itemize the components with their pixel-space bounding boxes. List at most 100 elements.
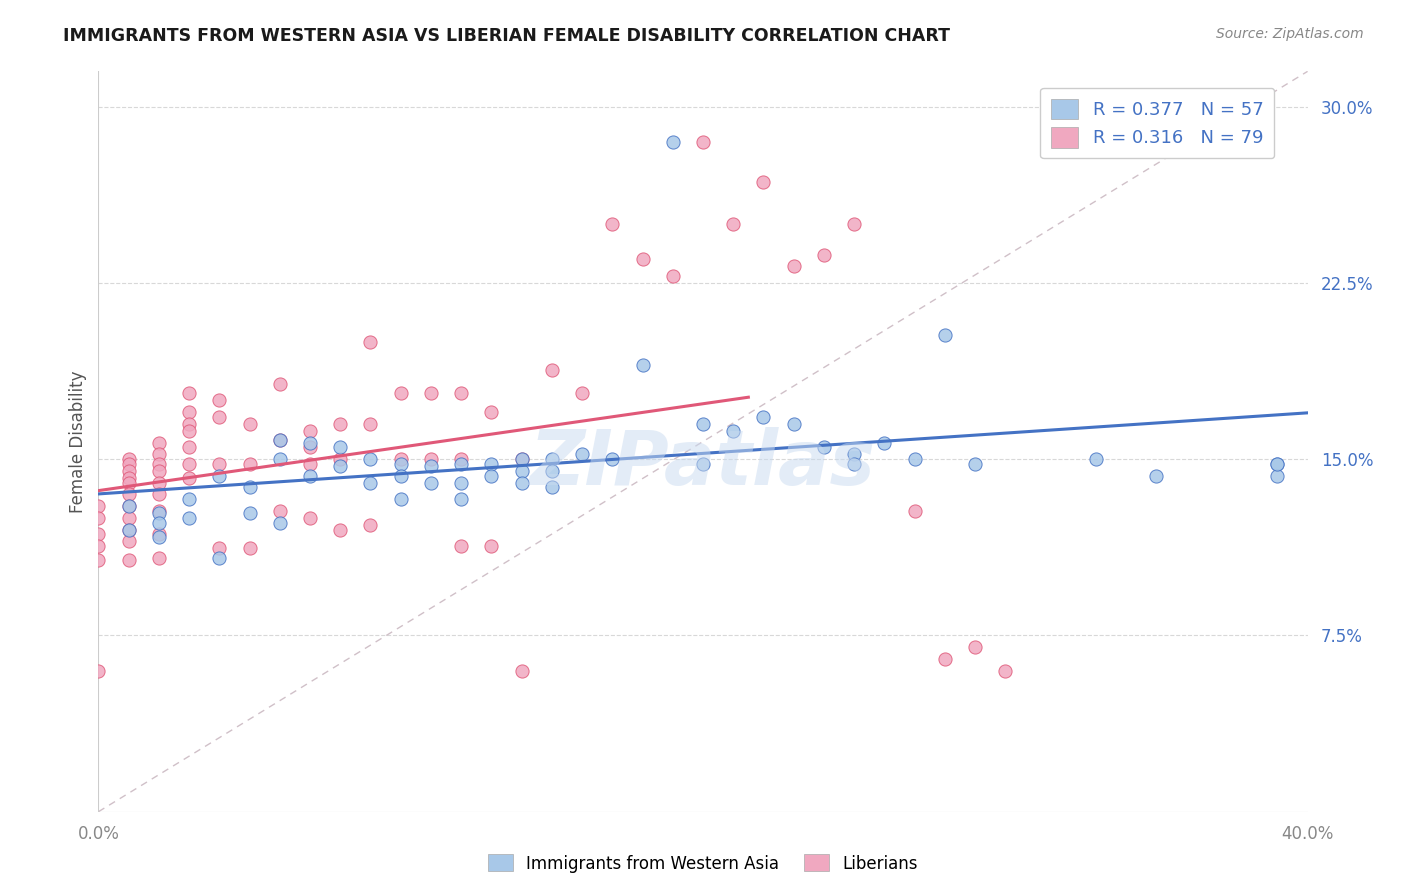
Point <box>148 550 170 565</box>
Point <box>965 640 987 655</box>
Point <box>934 652 956 666</box>
Point <box>571 447 593 461</box>
Point <box>965 457 987 471</box>
Point <box>179 457 201 471</box>
Point <box>389 457 412 471</box>
Point <box>481 539 503 553</box>
Point <box>510 475 533 490</box>
Point <box>269 504 291 518</box>
Point <box>904 504 927 518</box>
Point <box>450 539 472 553</box>
Point <box>148 506 170 520</box>
Point <box>450 452 472 467</box>
Point <box>179 471 201 485</box>
Point <box>299 441 322 455</box>
Point <box>844 217 866 231</box>
Point <box>299 457 322 471</box>
Point <box>450 492 472 507</box>
Point <box>360 334 382 349</box>
Point <box>87 527 110 541</box>
Point <box>873 435 896 450</box>
Point <box>269 452 291 467</box>
Point <box>148 447 170 461</box>
Point <box>269 434 291 448</box>
Point <box>179 405 201 419</box>
Point <box>269 516 291 530</box>
Point <box>87 539 110 553</box>
Point <box>118 511 141 525</box>
Point <box>602 217 624 231</box>
Point <box>208 393 231 408</box>
Text: Source: ZipAtlas.com: Source: ZipAtlas.com <box>1216 27 1364 41</box>
Point <box>602 452 624 467</box>
Point <box>389 492 412 507</box>
Point <box>420 386 443 401</box>
Point <box>118 452 141 467</box>
Point <box>360 475 382 490</box>
Point <box>540 480 562 494</box>
Point <box>360 518 382 533</box>
Point <box>179 386 201 401</box>
Point <box>208 457 231 471</box>
Point <box>813 248 835 262</box>
Point <box>1267 457 1289 471</box>
Point <box>118 487 141 501</box>
Point <box>510 452 533 467</box>
Point <box>208 550 231 565</box>
Point <box>269 376 291 391</box>
Point <box>510 464 533 478</box>
Point <box>631 252 654 267</box>
Point <box>420 475 443 490</box>
Point <box>208 541 231 556</box>
Point <box>481 468 503 483</box>
Point <box>1267 468 1289 483</box>
Point <box>118 523 141 537</box>
Point <box>571 386 593 401</box>
Point <box>752 175 775 189</box>
Point <box>450 475 472 490</box>
Point <box>844 457 866 471</box>
Point <box>148 530 170 544</box>
Point <box>118 553 141 567</box>
Y-axis label: Female Disability: Female Disability <box>69 370 87 513</box>
Text: ZIPatlas: ZIPatlas <box>530 426 876 500</box>
Point <box>904 452 927 467</box>
Text: IMMIGRANTS FROM WESTERN ASIA VS LIBERIAN FEMALE DISABILITY CORRELATION CHART: IMMIGRANTS FROM WESTERN ASIA VS LIBERIAN… <box>63 27 950 45</box>
Point <box>510 664 533 678</box>
Point <box>118 523 141 537</box>
Point <box>540 452 562 467</box>
Point <box>148 457 170 471</box>
Point <box>783 417 806 431</box>
Point <box>420 459 443 474</box>
Point <box>239 541 262 556</box>
Point <box>723 217 745 231</box>
Point <box>389 452 412 467</box>
Legend: R = 0.377   N = 57, R = 0.316   N = 79: R = 0.377 N = 57, R = 0.316 N = 79 <box>1040 87 1274 159</box>
Point <box>783 260 806 274</box>
Point <box>179 424 201 438</box>
Point <box>148 516 170 530</box>
Point <box>87 499 110 513</box>
Point <box>450 457 472 471</box>
Point <box>389 468 412 483</box>
Point <box>692 135 714 149</box>
Point <box>540 464 562 478</box>
Point <box>118 464 141 478</box>
Point <box>813 441 835 455</box>
Point <box>329 523 352 537</box>
Point <box>481 457 503 471</box>
Point <box>360 417 382 431</box>
Point <box>692 457 714 471</box>
Point <box>994 664 1017 678</box>
Point <box>844 447 866 461</box>
Point <box>208 409 231 424</box>
Point <box>299 468 322 483</box>
Point <box>299 511 322 525</box>
Point <box>118 499 141 513</box>
Point <box>118 457 141 471</box>
Point <box>148 475 170 490</box>
Point <box>148 527 170 541</box>
Point <box>631 358 654 372</box>
Point <box>360 452 382 467</box>
Point <box>934 327 956 342</box>
